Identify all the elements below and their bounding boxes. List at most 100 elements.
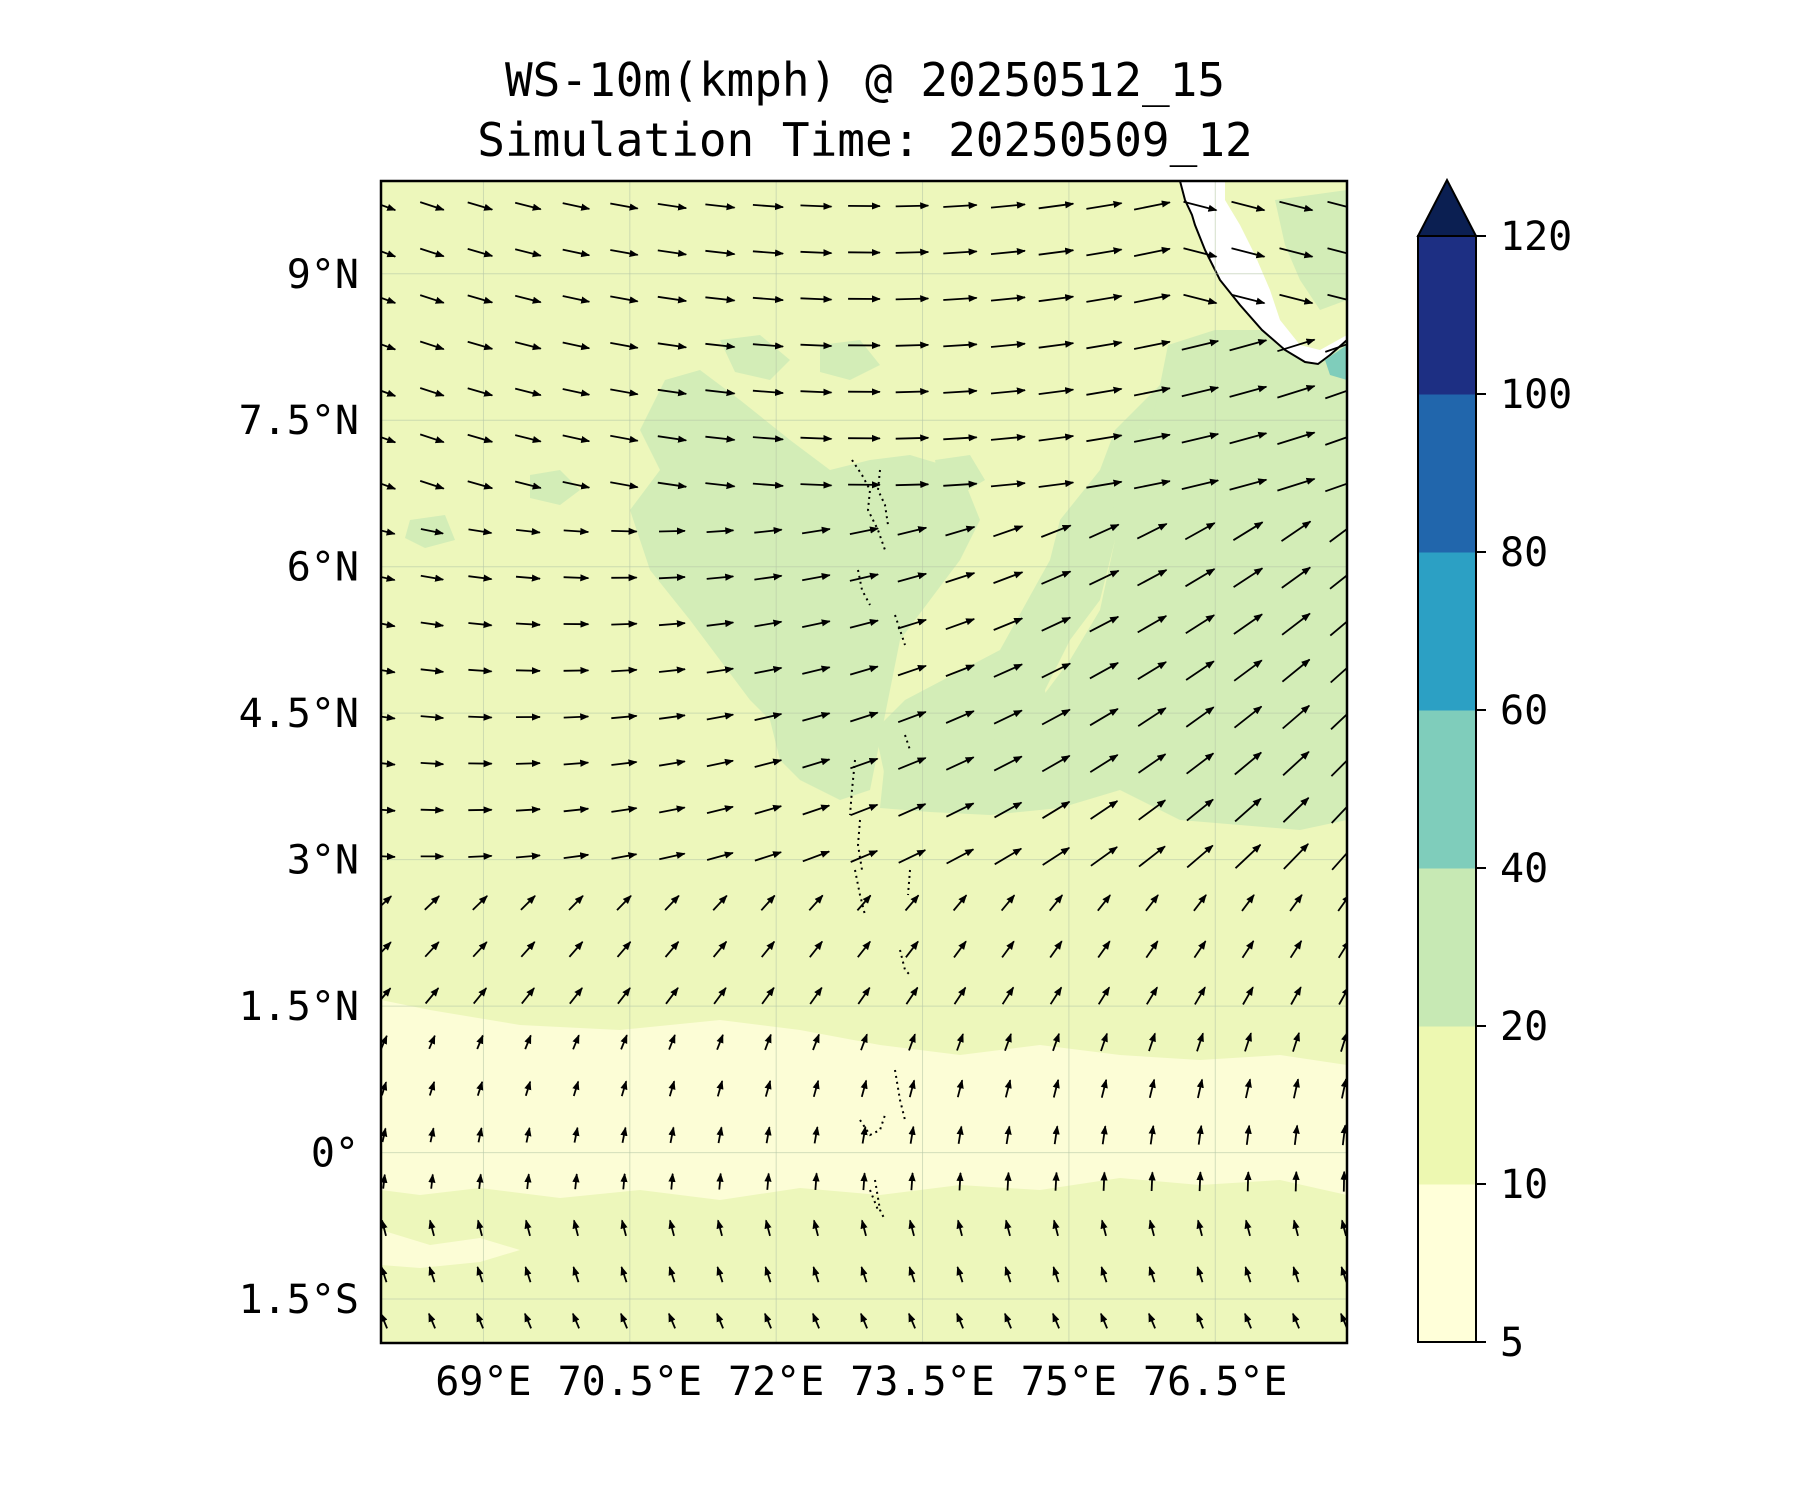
- wind-arrow: [945, 664, 975, 677]
- wind-arrow: [1138, 845, 1166, 868]
- wind-arrow: [620, 1266, 628, 1283]
- wind-arrow: [990, 201, 1026, 209]
- wind-arrow: [953, 986, 967, 1005]
- wind-arrow: [1146, 986, 1158, 1005]
- wind-arrow: [1038, 247, 1075, 256]
- land-inland-green-2: [1275, 190, 1347, 310]
- wind-arrow: [524, 1219, 532, 1237]
- wind-arrow: [472, 941, 488, 958]
- lat-tick-label: 3°N: [287, 838, 359, 884]
- wind-arrow: [1185, 614, 1215, 634]
- wind-arrow: [1277, 384, 1316, 399]
- wind-arrow: [1181, 385, 1220, 398]
- wind-arrow: [809, 940, 823, 958]
- wind-arrow: [514, 341, 542, 351]
- wind-arrow: [705, 435, 736, 443]
- wind-arrow: [716, 1080, 724, 1097]
- wind-arrow: [1137, 615, 1168, 634]
- wind-arrow: [562, 388, 591, 397]
- wind-arrow: [1185, 568, 1216, 588]
- field-20-40-blobs: [405, 335, 985, 548]
- wind-arrow: [1089, 569, 1120, 586]
- wind-arrow: [610, 481, 639, 490]
- wind-arrow: [381, 1266, 388, 1283]
- wind-arrow: [1148, 1078, 1156, 1099]
- wind-arrow: [572, 1080, 580, 1097]
- wind-arrow: [610, 202, 639, 211]
- wind-arrow: [1330, 712, 1347, 730]
- maldives-islands: [849, 459, 911, 1221]
- wind-arrow: [943, 387, 978, 395]
- wind-arrow: [1088, 523, 1120, 539]
- wind-arrow: [1097, 894, 1111, 912]
- wind-arrow: [476, 1034, 484, 1050]
- wind-arrow: [381, 574, 396, 582]
- wind-arrow: [812, 1172, 820, 1190]
- wind-arrow: [857, 986, 871, 1005]
- wind-arrow: [993, 617, 1024, 631]
- wind-arrow: [908, 1033, 916, 1051]
- lat-tick-label: 4.5°N: [239, 691, 359, 737]
- wind-arrow: [1041, 570, 1072, 585]
- field-20-40-band: [630, 370, 980, 800]
- wind-arrow: [1281, 658, 1311, 683]
- wind-arrow: [953, 940, 967, 958]
- wind-arrow: [764, 1126, 772, 1144]
- wind-arrow: [424, 895, 440, 911]
- wind-arrow: [849, 619, 879, 629]
- wind-arrow: [568, 941, 584, 958]
- wind-arrow: [572, 1219, 580, 1237]
- wind-arrow: [1244, 1219, 1252, 1237]
- wind-arrow: [1229, 478, 1268, 491]
- wind-arrow: [764, 1219, 772, 1237]
- wind-arrow: [1327, 247, 1347, 255]
- wind-arrow: [994, 847, 1023, 866]
- wind-arrow: [760, 894, 776, 911]
- colorbar-frame: [1417, 235, 1477, 1343]
- wind-arrow: [1086, 386, 1123, 396]
- wind-arrow: [1337, 894, 1347, 912]
- wind-arrow: [945, 618, 976, 631]
- wind-arrow: [993, 525, 1024, 538]
- wind-arrow: [1004, 1219, 1012, 1237]
- wind-vectors: [381, 200, 1347, 1329]
- wind-arrow: [520, 941, 536, 958]
- wind-arrow: [764, 1033, 772, 1051]
- wind-arrow: [424, 941, 440, 958]
- wind-arrow: [812, 1033, 820, 1051]
- wind-arrow: [1327, 293, 1347, 301]
- wind-arrow: [1145, 940, 1159, 959]
- wind-arrow: [1234, 797, 1262, 823]
- wind-arrow: [1137, 569, 1168, 587]
- wind-arrow: [657, 295, 688, 304]
- lon-tick-label: 75°E: [1021, 1359, 1117, 1405]
- wind-arrow: [956, 1312, 964, 1329]
- wind-arrow: [956, 1125, 964, 1144]
- wind-arrow: [905, 986, 919, 1005]
- wind-arrow: [993, 663, 1023, 678]
- wind-arrow: [657, 435, 688, 443]
- wind-arrow: [381, 528, 396, 536]
- wind-arrow: [428, 1219, 436, 1237]
- lon-tick-label: 76.5°E: [1143, 1359, 1288, 1405]
- wind-arrow: [1329, 574, 1347, 590]
- wind-arrow: [419, 294, 445, 304]
- lat-tick-label: 6°N: [287, 545, 359, 591]
- wind-arrow: [428, 1312, 436, 1329]
- wind-arrow: [572, 1266, 580, 1283]
- wind-arrow: [752, 481, 784, 489]
- wind-arrow: [1137, 707, 1167, 727]
- wind-arrow: [1086, 479, 1123, 489]
- wind-arrow: [1004, 1079, 1012, 1098]
- wind-arrow: [1340, 1124, 1347, 1146]
- wind-arrow: [381, 895, 392, 907]
- wind-arrow: [467, 480, 494, 490]
- wind-arrow: [752, 342, 784, 350]
- wind-arrow: [1041, 708, 1071, 726]
- wind-arrow: [1282, 797, 1310, 823]
- wind-arrow: [802, 573, 831, 582]
- wind-arrow: [419, 247, 445, 258]
- wind-arrow: [419, 201, 445, 211]
- wind-arrow: [514, 387, 542, 397]
- wind-arrow: [1196, 1078, 1204, 1099]
